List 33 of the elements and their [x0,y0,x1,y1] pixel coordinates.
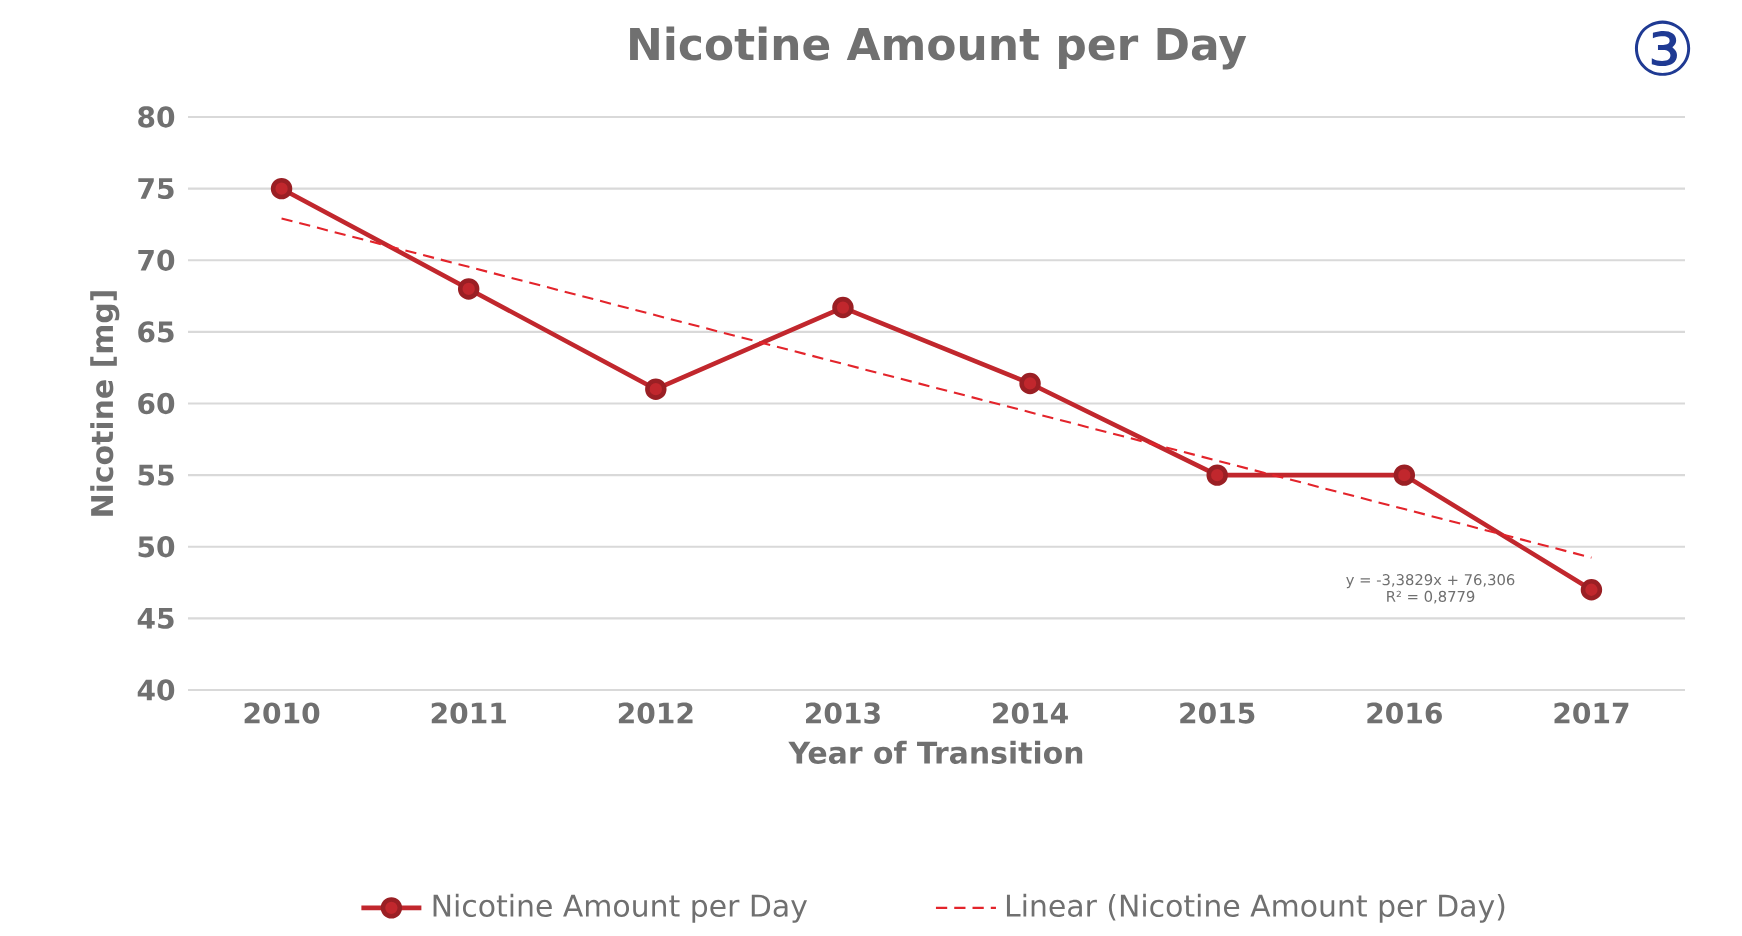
text: ③ [1634,20,1691,76]
y-tick-label: 55 [138,464,174,486]
point [645,378,667,400]
y-tick-label: 50 [138,536,175,558]
point [1580,579,1603,601]
x-tick-label: 2016 [1367,702,1442,724]
y-tick-label: 45 [137,607,174,629]
x-tick-label: 2012 [618,702,693,724]
point [1019,372,1041,395]
y-axis-title: Nicotine [mg] [90,291,120,516]
y-tick-label: 75 [138,178,174,200]
point [832,296,854,319]
y-tick-label: 60 [138,392,175,415]
y-tick-label: 40 [137,679,175,701]
point [270,177,293,200]
x-tick-label: 2017 [1554,702,1629,724]
x-tick-label: 2010 [244,702,320,724]
x-axis-title: Year of Transition [788,740,1083,764]
annotation: R² = 0,8779 [1387,590,1475,604]
y-tick-label: 80 [138,106,175,128]
point [1393,464,1416,486]
point [1206,464,1228,486]
y-tick-label: 65 [138,321,174,343]
legend-label: Linear (Nicotine Amount per Day) [1006,893,1505,923]
legend-label: Nicotine Amount per Day [433,893,808,923]
point [457,278,480,300]
y-tick-label: 70 [138,249,175,271]
x-tick-label: 2011 [431,702,506,724]
x-tick-label: 2014 [993,702,1068,724]
chart-title: Nicotine Amount per Day [630,26,1247,70]
annotation: y = -3,3829x + 76,306 [1346,574,1515,589]
x-tick-label: 2013 [806,702,880,724]
x-tick-label: 2015 [1180,702,1255,724]
